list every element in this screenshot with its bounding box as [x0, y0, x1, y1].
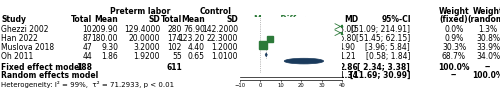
- Text: 76.90: 76.90: [183, 25, 205, 34]
- Text: 180.00: 180.00: [92, 34, 118, 43]
- Text: SD: SD: [148, 15, 160, 24]
- Text: 100.0%: 100.0%: [438, 63, 470, 72]
- Text: Weight: Weight: [472, 7, 500, 16]
- Text: › 56.80: › 56.80: [329, 34, 356, 43]
- Text: MD: MD: [344, 15, 358, 24]
- Text: (random): (random): [468, 15, 500, 24]
- Text: 209.90: 209.90: [92, 25, 118, 34]
- Text: 4.90: 4.90: [339, 43, 356, 52]
- Text: 9.30: 9.30: [101, 43, 118, 52]
- Text: [11.69; 30.99]: [11.69; 30.99]: [350, 71, 410, 80]
- Text: 1.86: 1.86: [101, 52, 118, 61]
- Text: 68.7%: 68.7%: [442, 52, 466, 61]
- Text: Mean Difference: Mean Difference: [254, 15, 326, 24]
- Text: 21.34: 21.34: [334, 71, 358, 80]
- Text: 30.3%: 30.3%: [442, 43, 466, 52]
- Text: 174: 174: [168, 34, 182, 43]
- Text: Control: Control: [200, 7, 232, 16]
- Text: Muslova 2018: Muslova 2018: [1, 43, 54, 52]
- Text: Preterm labor: Preterm labor: [110, 7, 170, 16]
- Text: Oh 2011: Oh 2011: [1, 52, 33, 61]
- Text: 0.0%: 0.0%: [444, 25, 464, 34]
- Text: 1.21: 1.21: [340, 52, 356, 61]
- Text: Mean: Mean: [181, 15, 205, 24]
- Text: 20.0000: 20.0000: [128, 34, 160, 43]
- Text: Random effects model: Random effects model: [1, 71, 98, 80]
- Text: 34.0%: 34.0%: [476, 52, 500, 61]
- Text: 22.3000: 22.3000: [206, 34, 238, 43]
- Text: 142.2000: 142.2000: [202, 25, 238, 34]
- Text: [3.96; 5.84]: [3.96; 5.84]: [365, 43, 410, 52]
- Text: 1.9200: 1.9200: [134, 52, 160, 61]
- Text: 100.0%: 100.0%: [472, 71, 500, 80]
- Text: [51.09; 214.91]: [51.09; 214.91]: [351, 25, 410, 34]
- Text: 102: 102: [168, 43, 182, 52]
- Text: 95%-CI: 95%-CI: [382, 15, 411, 24]
- Text: [0.58; 1.84]: [0.58; 1.84]: [366, 52, 410, 61]
- Text: › 133.00: › 133.00: [324, 25, 356, 34]
- Text: Han 2022: Han 2022: [1, 34, 38, 43]
- Text: Heterogeneity: I² = 99%,  τ² = 71.2933, p < 0.01: Heterogeneity: I² = 99%, τ² = 71.2933, p…: [1, 81, 174, 88]
- Text: [51.45; 62.15]: [51.45; 62.15]: [356, 34, 410, 43]
- Text: 30.8%: 30.8%: [476, 34, 500, 43]
- Text: 0.9%: 0.9%: [444, 34, 464, 43]
- Text: (fixed): (fixed): [440, 15, 468, 24]
- Text: 1.3%: 1.3%: [478, 25, 498, 34]
- Text: --: --: [451, 71, 457, 80]
- Text: 10: 10: [82, 25, 92, 34]
- Text: SD: SD: [226, 15, 238, 24]
- Text: 2.86: 2.86: [339, 63, 358, 72]
- Text: Mean: Mean: [94, 15, 118, 24]
- Text: Total: Total: [71, 15, 92, 24]
- Text: 44: 44: [82, 52, 92, 61]
- Text: 87: 87: [82, 34, 92, 43]
- Text: 1.2000: 1.2000: [212, 43, 238, 52]
- Text: 611: 611: [166, 63, 182, 72]
- Text: --: --: [485, 63, 491, 72]
- Text: Study: Study: [1, 15, 26, 24]
- Text: Ghezzi 2002: Ghezzi 2002: [1, 25, 48, 34]
- Text: 188: 188: [76, 63, 92, 72]
- Text: 47: 47: [82, 43, 92, 52]
- Text: 1.0100: 1.0100: [212, 52, 238, 61]
- Ellipse shape: [284, 58, 324, 64]
- Text: 0.65: 0.65: [188, 52, 205, 61]
- Text: 55: 55: [172, 52, 182, 61]
- Text: Total: Total: [161, 15, 182, 24]
- Text: 129.4000: 129.4000: [124, 25, 160, 34]
- Text: 3.2000: 3.2000: [134, 43, 160, 52]
- Text: 4.40: 4.40: [188, 43, 205, 52]
- Text: Fixed effect model: Fixed effect model: [1, 63, 82, 72]
- Text: Weight: Weight: [438, 7, 470, 16]
- Polygon shape: [265, 53, 268, 57]
- Text: [ 2.34; 3.38]: [ 2.34; 3.38]: [357, 63, 410, 72]
- Text: 123.20: 123.20: [178, 34, 205, 43]
- Text: 33.9%: 33.9%: [476, 43, 500, 52]
- Text: 280: 280: [168, 25, 182, 34]
